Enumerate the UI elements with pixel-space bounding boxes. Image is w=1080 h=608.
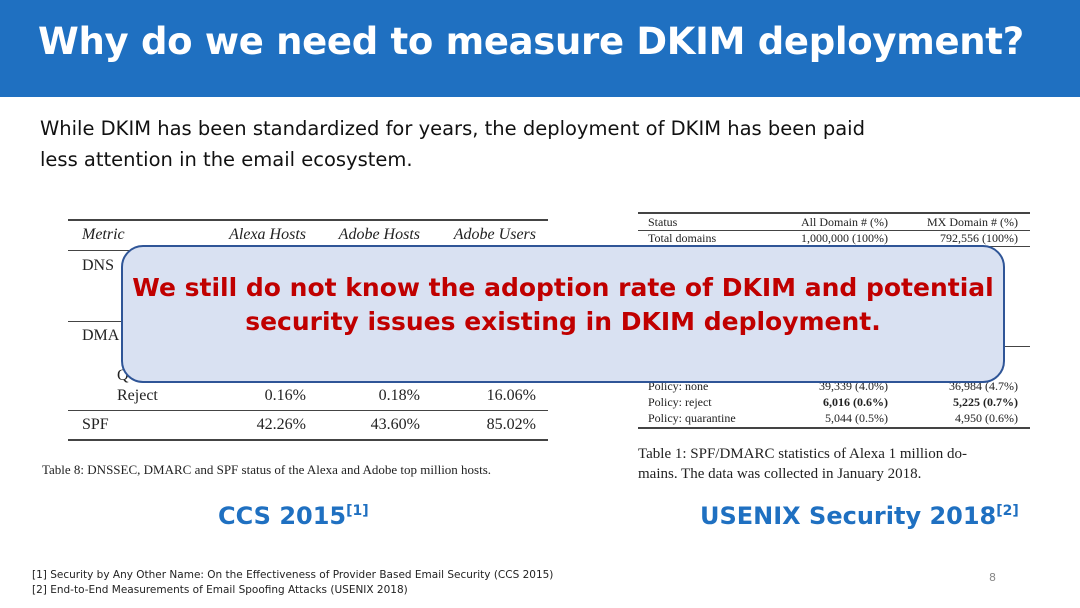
table-header: Alexa Hosts	[229, 226, 306, 243]
table-cell: 0.16%	[264, 387, 306, 404]
callout-line-1: We still do not know the adoption rate o…	[132, 273, 994, 302]
table-row-label: Total domains	[648, 231, 717, 245]
table-header: Status	[648, 215, 678, 229]
table-cell: 85.02%	[486, 416, 536, 433]
table-row-label: Policy: quarantine	[648, 411, 736, 425]
callout-box: We still do not know the adoption rate o…	[121, 245, 1005, 383]
callout-line-2: security issues existing in DKIM deploym…	[245, 307, 881, 336]
table-cell: 42.26%	[256, 416, 306, 433]
table-row-label: Q	[117, 367, 129, 384]
footnote-1: [1] Security by Any Other Name: On the E…	[32, 569, 554, 581]
table-cell: 5,044 (0.5%)	[825, 411, 888, 425]
table-cell: 792,556 (100%)	[940, 231, 1018, 245]
table-cell: 5,225 (0.7%)	[953, 395, 1018, 409]
page-number: 8	[989, 571, 996, 584]
table-caption-line-1: Table 1: SPF/DMARC statistics of Alexa 1…	[638, 446, 967, 462]
table-cell: 43.60%	[370, 416, 420, 433]
slide-title: Why do we need to measure DKIM deploymen…	[38, 20, 1024, 63]
body-text-line-1: While DKIM has been standardized for yea…	[40, 117, 865, 140]
table-row-label: DNS	[82, 257, 115, 274]
table-header: All Domain # (%)	[801, 215, 888, 229]
venue-usenix: USENIX Security 2018[2]	[700, 502, 1019, 530]
table-cell: 1,000,000 (100%)	[801, 231, 888, 245]
body-text-line-2: less attention in the email ecosystem.	[40, 148, 413, 171]
table-row-label: SPF	[82, 416, 109, 433]
table-caption: Table 8: DNSSEC, DMARC and SPF status of…	[42, 462, 492, 477]
title-bar	[0, 0, 1080, 97]
table-header: Adobe Users	[453, 226, 536, 243]
venue-ccs: CCS 2015[1]	[218, 502, 369, 530]
table-cell: 6,016 (0.6%)	[823, 395, 888, 409]
table-row-label: DMA	[82, 327, 120, 344]
table-cell: 16.06%	[486, 387, 536, 404]
table-row-label: Reject	[117, 387, 158, 404]
table-row-label: Policy: reject	[648, 395, 712, 409]
table-header: MX Domain # (%)	[927, 215, 1018, 229]
table-header: Adobe Hosts	[338, 226, 420, 243]
table-cell: 4,950 (0.6%)	[955, 411, 1018, 425]
footnote-2: [2] End-to-End Measurements of Email Spo…	[32, 584, 408, 596]
table-cell: 0.18%	[378, 387, 420, 404]
table-caption-line-2: mains. The data was collected in January…	[638, 466, 922, 482]
table-header: Metric	[82, 226, 125, 243]
